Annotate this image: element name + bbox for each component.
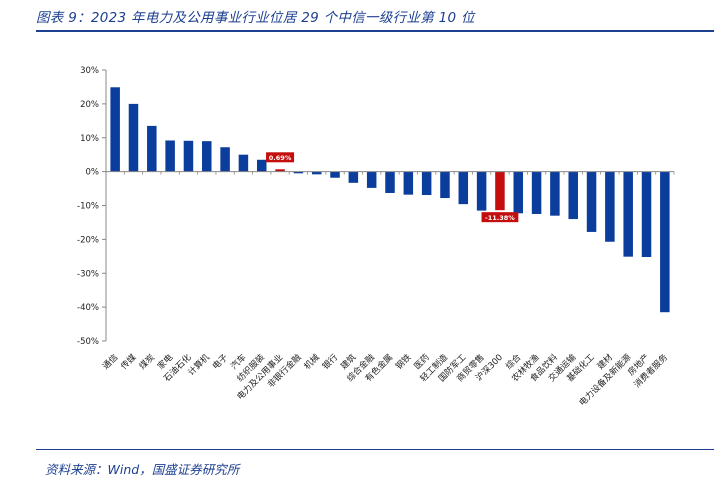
bar-sector	[421, 171, 432, 195]
category-label: 煤炭	[136, 351, 157, 372]
category-label: 传媒	[118, 351, 139, 372]
bar-sector	[605, 171, 615, 242]
category-label: 机械	[301, 351, 322, 372]
y-tick-label: 30%	[80, 66, 99, 76]
data-label: 0.69%	[269, 154, 292, 162]
bar-sector	[513, 171, 524, 214]
bar-sector	[147, 125, 157, 172]
bar-sector	[110, 87, 120, 172]
data-label-box	[266, 152, 295, 163]
category-label: 通信	[100, 351, 121, 372]
bar-sector	[238, 154, 249, 172]
bar-highlighted	[495, 171, 505, 211]
source-note: 资料来源：Wind，国盛证券研究所	[45, 462, 240, 477]
y-tick-label: -20%	[77, 235, 99, 245]
y-axis: 30% 20% 10% 0% -10% -20% -30% -40% -50%	[77, 66, 107, 347]
bar-highlighted	[275, 169, 285, 172]
title-rule	[36, 30, 714, 32]
bar-sector	[550, 171, 560, 216]
bar-sector	[531, 171, 542, 214]
bar-sector	[403, 171, 414, 195]
bar-sector	[348, 171, 359, 183]
bar-sector	[330, 171, 340, 178]
category-label: 钢铁	[393, 351, 414, 372]
bar-sector	[183, 140, 194, 172]
x-axis	[105, 171, 675, 175]
bar-sector	[660, 171, 670, 313]
y-tick-label: -50%	[77, 337, 99, 347]
y-tick-label: -40%	[77, 303, 99, 313]
bar-sector	[366, 171, 377, 188]
y-tick-label: 10%	[80, 134, 99, 144]
bar-sector	[311, 171, 322, 175]
bar-sector	[220, 147, 230, 172]
category-label: 计算机	[185, 351, 212, 378]
bar-sector	[165, 140, 175, 172]
source-rule	[36, 449, 714, 450]
bar-sector	[385, 171, 395, 193]
bar-sector	[256, 159, 267, 172]
y-tick-label: -10%	[77, 202, 99, 212]
bar-sector	[623, 171, 633, 257]
figure-title: 图表 9：2023 年电力及公用事业行业位居 29 个中信一级行业第 10 位	[36, 10, 475, 26]
data-labels: 0.69% -11.38%	[266, 152, 519, 223]
y-tick-label: 20%	[80, 100, 99, 110]
bar-sector	[641, 171, 652, 257]
data-label: -11.38%	[485, 214, 515, 222]
y-tick-label: -30%	[77, 269, 99, 279]
bar-sector	[128, 103, 139, 172]
bar-sector	[440, 171, 450, 199]
bar-sector	[568, 171, 578, 220]
bar-sector	[202, 141, 212, 172]
category-label: 电子	[210, 351, 231, 372]
y-tick-label: 0%	[86, 168, 100, 178]
data-label-box	[481, 212, 519, 223]
bar-series	[110, 87, 670, 313]
bar-sector	[458, 171, 469, 205]
bar-sector	[586, 171, 597, 232]
bar-sector	[293, 171, 304, 174]
bar-sector	[476, 171, 487, 211]
category-labels: 通信 传媒 煤炭 家电石油石化计算机 电子 汽车纺织服装电力及公用事业非银行金融 机械 银行建…	[100, 351, 671, 408]
category-label: 银行	[320, 351, 341, 372]
